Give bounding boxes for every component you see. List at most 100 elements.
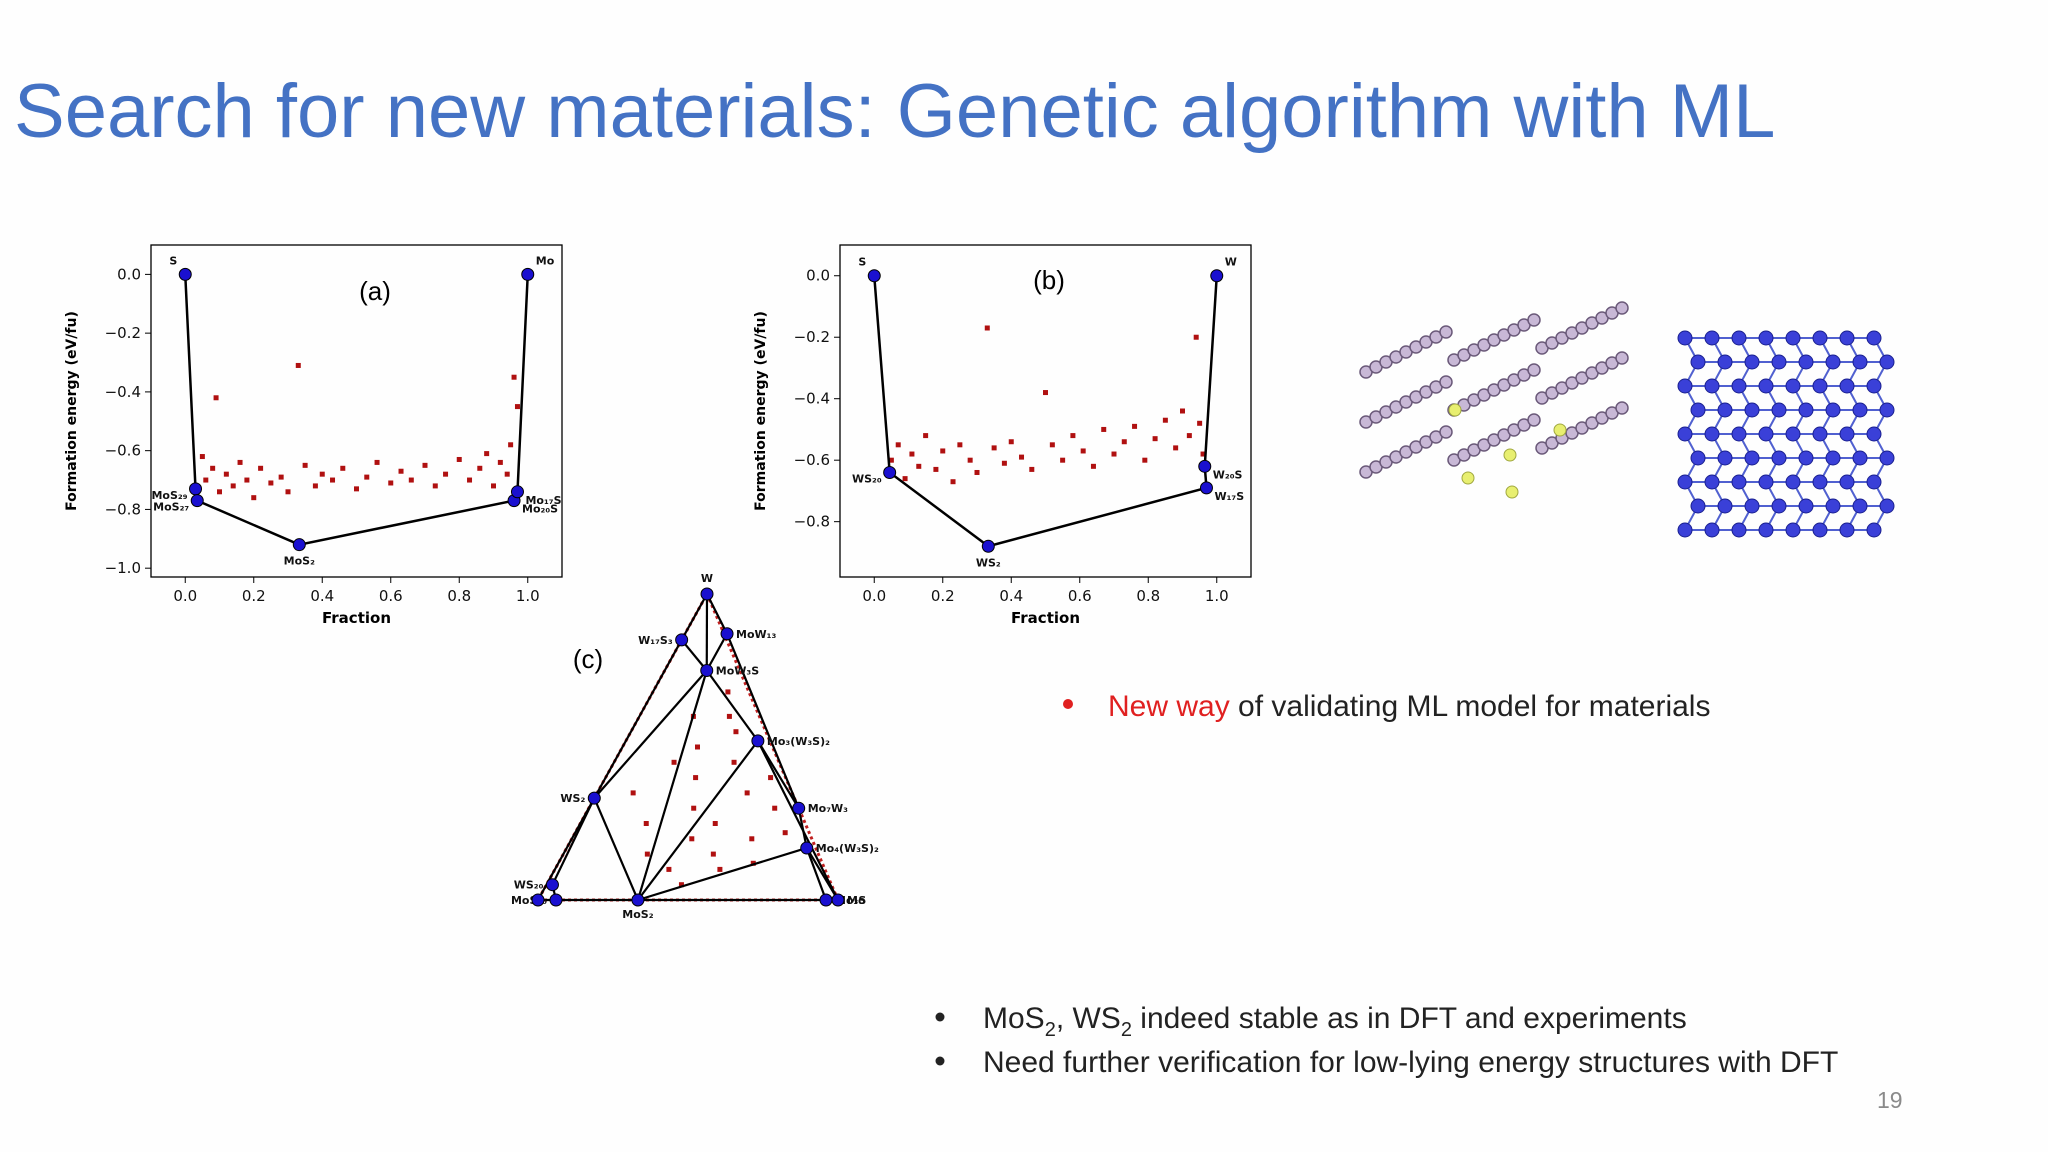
- tie-line: [756, 740, 839, 901]
- structure-point: [731, 759, 737, 765]
- crystal-atom: [1615, 401, 1629, 415]
- bullet-dot: [935, 1056, 945, 1066]
- hull-line: [873, 275, 1218, 548]
- structure-point: [923, 433, 929, 439]
- y-axis-label: Formation energy (eV/fu): [64, 311, 80, 511]
- hull-label: W₁₇S: [1214, 490, 1244, 503]
- structure-point: [319, 471, 325, 477]
- structure-point: [217, 489, 222, 495]
- crystal-atom: [1704, 474, 1720, 490]
- crystal-atom: [1798, 354, 1814, 370]
- crystal-atom: [1677, 522, 1693, 538]
- structure-point: [1121, 439, 1127, 445]
- y-tick-label: −0.6: [105, 442, 141, 460]
- structure-point: [695, 744, 700, 750]
- hull-label: Mo₂₀S: [522, 503, 558, 516]
- crystal-atom: [1677, 474, 1693, 490]
- structure-point: [974, 469, 980, 475]
- structure-point: [340, 465, 346, 471]
- tie-line: [705, 633, 728, 672]
- x-tick-label: 0.0: [173, 587, 197, 605]
- structure-point: [950, 479, 956, 485]
- tie-line: [805, 847, 839, 901]
- hull-label: W₁₇S₃: [638, 634, 673, 647]
- bullet: Need further verification for low-lying …: [983, 1046, 1838, 1079]
- structure-point: [991, 445, 997, 451]
- hull-point: [883, 465, 897, 479]
- hull-point: [981, 539, 995, 553]
- crystal-atom: [1839, 330, 1855, 346]
- hull-point: [831, 893, 845, 907]
- crystal-atom: [1825, 402, 1841, 418]
- crystal-atom: [1717, 450, 1733, 466]
- crystal-atom: [1839, 378, 1855, 394]
- hull-point: [631, 893, 645, 907]
- structure-point: [967, 457, 973, 463]
- tie-line: [551, 797, 596, 886]
- tie-line: [705, 669, 759, 742]
- structure-point: [295, 362, 301, 368]
- structure-point: [1101, 426, 1107, 432]
- bullet-text: Need further verification for low-lying …: [983, 1046, 1838, 1079]
- x-axis-label: Fraction: [1011, 609, 1080, 627]
- tie-line: [706, 593, 729, 635]
- y-tick-label: 0.0: [806, 267, 830, 285]
- structure-point: [666, 866, 672, 872]
- crystal-atom: [1852, 402, 1868, 418]
- structure-point: [1019, 454, 1025, 460]
- x-tick-label: 0.8: [447, 587, 471, 605]
- structure-point: [1162, 417, 1168, 423]
- structure-point: [268, 480, 274, 486]
- crystal-atom: [1839, 426, 1855, 442]
- hull-label: MoS₂₇: [153, 501, 189, 514]
- crystal-atom: [1785, 426, 1801, 442]
- tie-line: [593, 639, 683, 799]
- hull-point: [292, 538, 306, 552]
- hull-point: [190, 494, 204, 508]
- subscript: 2: [1045, 1019, 1056, 1041]
- hull-label: MoW₁₃: [736, 628, 776, 641]
- slide-title: Search for new materials: Genetic algori…: [14, 69, 1775, 154]
- structure-point: [1043, 390, 1048, 396]
- structure-point: [504, 471, 510, 477]
- structure-point: [1186, 433, 1192, 439]
- panel-label: (c): [573, 644, 603, 674]
- crystal-atom: [1448, 403, 1462, 417]
- hull-label: Mo: [847, 894, 866, 907]
- crystal-atom: [1704, 378, 1720, 394]
- crystal-atom: [1439, 425, 1453, 439]
- x-tick-label: 1.0: [516, 587, 540, 605]
- structure-point: [432, 483, 438, 489]
- structure-point: [508, 442, 514, 448]
- hull-point: [549, 893, 563, 907]
- structure-point: [916, 463, 922, 469]
- structure-point: [302, 462, 308, 468]
- y-tick-label: −0.4: [794, 390, 830, 408]
- hull-label: W: [701, 572, 713, 585]
- structure-point: [312, 483, 318, 489]
- structure-point: [902, 476, 908, 482]
- bullet-text: , WS: [1056, 1002, 1121, 1035]
- structure-point: [895, 442, 901, 448]
- crystal-atom: [1677, 378, 1693, 394]
- tie-line: [680, 593, 708, 641]
- crystal-atom: [1505, 485, 1519, 499]
- structure-point: [330, 477, 336, 483]
- tie-line: [805, 847, 828, 901]
- tie-line: [637, 740, 759, 901]
- structure-point: [477, 465, 483, 471]
- crystal-atom: [1866, 522, 1882, 538]
- crystal-atom: [1812, 474, 1828, 490]
- hull-point: [1199, 481, 1213, 495]
- hull-label: MoW₃S: [716, 665, 759, 678]
- hull-label: Mo₁₇S: [525, 494, 561, 507]
- crystal-atom: [1852, 450, 1868, 466]
- plot-frame: [839, 244, 1252, 578]
- hull-point: [751, 734, 765, 748]
- structure-point: [1200, 451, 1206, 457]
- structure-point: [237, 459, 243, 465]
- crystal-atom: [1731, 378, 1747, 394]
- crystal-atom: [1503, 448, 1517, 462]
- x-tick-label: 0.2: [931, 587, 955, 605]
